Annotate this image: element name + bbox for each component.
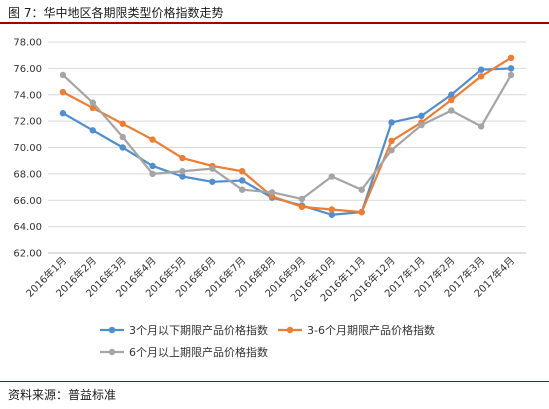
series-line (62, 56, 512, 214)
data-point (59, 88, 67, 96)
data-point (388, 119, 395, 126)
data-point (298, 195, 306, 203)
title-divider (0, 22, 549, 24)
y-tick-label: 62.00 (13, 249, 42, 260)
data-point (149, 170, 156, 178)
data-point (418, 112, 425, 120)
data-point (179, 154, 186, 162)
data-point (358, 186, 365, 193)
data-point (119, 144, 126, 151)
data-point (89, 104, 97, 112)
legend-label: 3-6个月期限产品价格指数 (307, 323, 435, 337)
data-point (477, 66, 485, 73)
data-point (388, 137, 395, 145)
legend-marker (286, 326, 294, 334)
legend-label: 3个月以下期限产品价格指数 (129, 323, 268, 337)
data-point (328, 173, 336, 180)
series-lines (59, 54, 515, 218)
data-point (59, 110, 67, 117)
source-divider (0, 381, 549, 382)
data-point (119, 133, 126, 141)
data-point (179, 173, 186, 180)
y-tick-label: 72.00 (13, 117, 42, 128)
data-point (149, 162, 156, 170)
data-point (119, 120, 126, 127)
series-line (62, 74, 513, 201)
data-point (179, 168, 186, 175)
data-point (149, 136, 156, 143)
data-point (477, 123, 485, 130)
data-point (298, 203, 306, 211)
data-point (448, 96, 455, 104)
legend: 3个月以下期限产品价格指数 3-6个月期限产品价格指数 6个月以上期限产品价格指数 (100, 323, 435, 359)
y-tick-label: 76.00 (13, 64, 42, 75)
data-point (328, 206, 336, 213)
y-tick-label: 66.00 (13, 196, 42, 207)
legend-entry: 3-6个月期限产品价格指数 (278, 323, 435, 337)
data-point (209, 165, 216, 172)
legend-marker (108, 326, 116, 334)
y-tick-label: 78.00 (13, 38, 42, 49)
data-point (238, 168, 246, 175)
legend-label: 6个月以上期限产品价格指数 (129, 345, 268, 359)
data-point (477, 73, 485, 80)
y-tick-label: 70.00 (13, 143, 42, 154)
data-point (507, 71, 515, 79)
data-point (388, 146, 395, 154)
series-3 (59, 71, 515, 203)
y-tick-label: 74.00 (13, 90, 42, 101)
y-axis-ticks: 62.00 64.00 66.00 68.00 70.00 72.00 74.00 76.00… (13, 38, 42, 260)
legend-entry: 3个月以下期限产品价格指数 (100, 323, 268, 337)
series-line (62, 67, 512, 216)
series-2 (59, 54, 515, 216)
legend-entry: 6个月以上期限产品价格指数 (100, 345, 268, 359)
data-point (238, 186, 246, 193)
data-point (59, 71, 67, 79)
legend-marker (108, 348, 116, 356)
data-point (507, 54, 515, 62)
source-note: 资料来源：普益标准 (8, 388, 117, 402)
data-point (448, 107, 455, 114)
y-tick-label: 68.00 (13, 169, 42, 180)
data-point (448, 91, 455, 98)
x-axis-ticks: 2016年1月2016年2月2016年3月2016年4月2016年5月2016年… (23, 252, 526, 304)
data-point (418, 121, 425, 129)
data-point (89, 127, 97, 134)
data-point (238, 177, 246, 184)
y-tick-label: 64.00 (13, 222, 42, 233)
data-point (209, 178, 216, 185)
line-chart: 62.00 64.00 66.00 68.00 70.00 72.00 74.00 76.00… (13, 38, 526, 359)
data-point (89, 99, 97, 106)
data-point (268, 189, 276, 196)
data-point (328, 211, 336, 218)
figure-title: 图 7：华中地区各期限类型价格指数走势 (8, 6, 224, 20)
data-point (358, 208, 365, 216)
data-point (507, 65, 515, 72)
